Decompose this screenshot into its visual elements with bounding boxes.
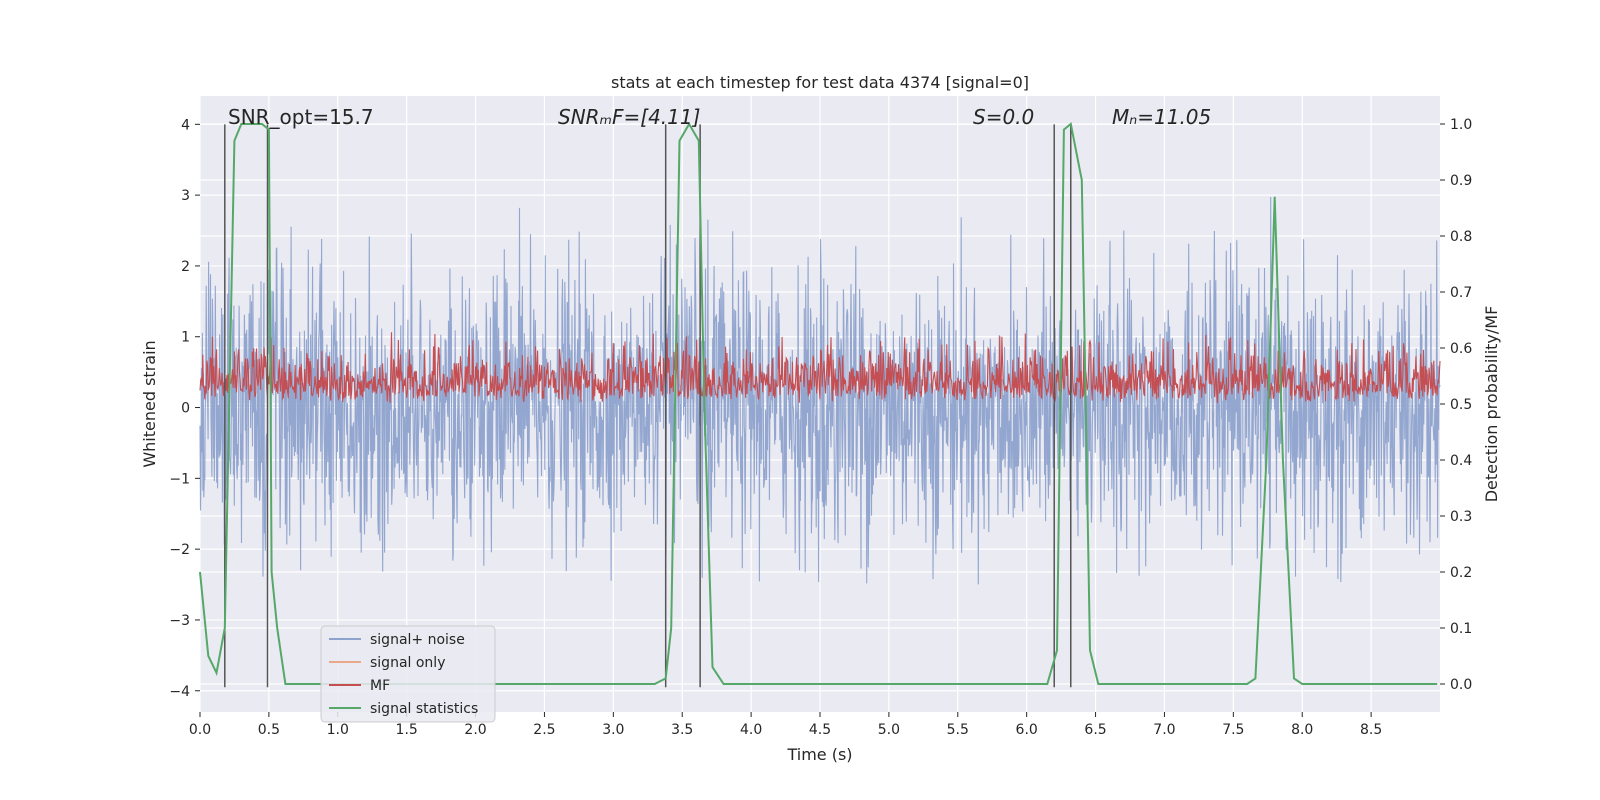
y-right-tick-label: 0.8 [1450, 229, 1472, 245]
y-right-tick-label: 0.7 [1450, 285, 1472, 301]
x-tick-label: 0.0 [189, 722, 211, 738]
y-right-tick-label: 1.0 [1450, 117, 1472, 133]
y-right-tick-label: 0.4 [1450, 453, 1472, 469]
mf-series [199, 332, 1441, 403]
x-tick-label: 1.5 [396, 722, 418, 738]
chart-title: stats at each timestep for test data 437… [611, 73, 1029, 92]
x-tick-label: 0.5 [258, 722, 280, 738]
signal-statistics-line [199, 121, 1438, 685]
x-tick-label: 6.5 [1084, 722, 1106, 738]
x-tick-label: 3.0 [602, 722, 624, 738]
y-left-tick-label: 0 [181, 401, 190, 417]
y-left-tick-label: 4 [181, 117, 190, 133]
y-right-tick-label: 0.0 [1450, 677, 1472, 693]
vertical-markers [224, 124, 1072, 688]
x-tick-label: 4.0 [740, 722, 762, 738]
annotation-s: S=0.0 [973, 105, 1034, 129]
x-tick-label: 2.0 [464, 722, 486, 738]
y-left-tick-label: 1 [181, 330, 190, 346]
x-tick-label: 7.0 [1153, 722, 1175, 738]
annotation-snr-opt: SNR_opt=15.7 [228, 105, 374, 129]
y-left-tick-label: −1 [169, 471, 190, 487]
signal-statistics-series [199, 121, 1438, 685]
y-left-tick-label: −2 [169, 542, 190, 558]
x-axis-label: Time (s) [786, 745, 852, 764]
x-tick-label: 5.0 [878, 722, 900, 738]
y-right-axis-label: Detection probability/MF [1482, 306, 1501, 503]
legend-box [320, 625, 496, 723]
y-right-tick-label: 0.6 [1450, 341, 1472, 357]
legend-label-signal-only: signal only [370, 655, 445, 671]
x-tick-label: 4.5 [809, 722, 831, 738]
signal-noise-series [199, 196, 1441, 585]
legend-label-mf: MF [370, 678, 390, 694]
legend: signal+ noise signal only MF signal stat… [320, 625, 496, 723]
x-tick-label: 2.5 [533, 722, 555, 738]
y-right-tick-label: 0.1 [1450, 621, 1472, 637]
y-right-tick-label: 0.9 [1450, 173, 1472, 189]
x-tick-label: 8.0 [1291, 722, 1313, 738]
y-right-axis-ticks: 0.0 0.1 0.2 0.3 0.4 0.5 0.6 0.7 0.8 0.9 1.0 [1440, 117, 1472, 693]
x-tick-label: 7.5 [1222, 722, 1244, 738]
x-tick-label: 1.0 [327, 722, 349, 738]
mf-line [199, 332, 1441, 403]
x-tick-label: 3.5 [671, 722, 693, 738]
y-right-tick-label: 0.3 [1450, 509, 1472, 525]
annotation-mc: Mₙ=11.05 [1112, 105, 1211, 129]
x-tick-label: 5.5 [947, 722, 969, 738]
y-left-axis-ticks: −4 −3 −2 −1 0 1 2 3 4 [169, 117, 200, 700]
signal-noise-line [199, 196, 1441, 585]
x-axis-ticks: 0.0 0.5 1.0 1.5 2.0 2.5 3.0 3.5 4.0 4.5 5.0 5.5 6.0 6… [189, 712, 1382, 738]
legend-label-signal-noise: signal+ noise [370, 632, 465, 648]
y-left-tick-label: 2 [181, 259, 190, 275]
y-left-tick-label: −4 [169, 684, 190, 700]
y-left-tick-label: 3 [181, 188, 190, 204]
x-tick-label: 6.0 [1016, 722, 1038, 738]
x-tick-label: 8.5 [1360, 722, 1382, 738]
y-right-tick-label: 0.5 [1450, 397, 1472, 413]
y-right-tick-label: 0.2 [1450, 565, 1472, 581]
y-left-tick-label: −3 [169, 613, 190, 629]
legend-label-signal-statistics: signal statistics [370, 701, 478, 717]
annotation-snr-mf: SNRₘF=[4.11] [558, 105, 700, 129]
y-left-axis-label: Whitened strain [140, 340, 159, 467]
